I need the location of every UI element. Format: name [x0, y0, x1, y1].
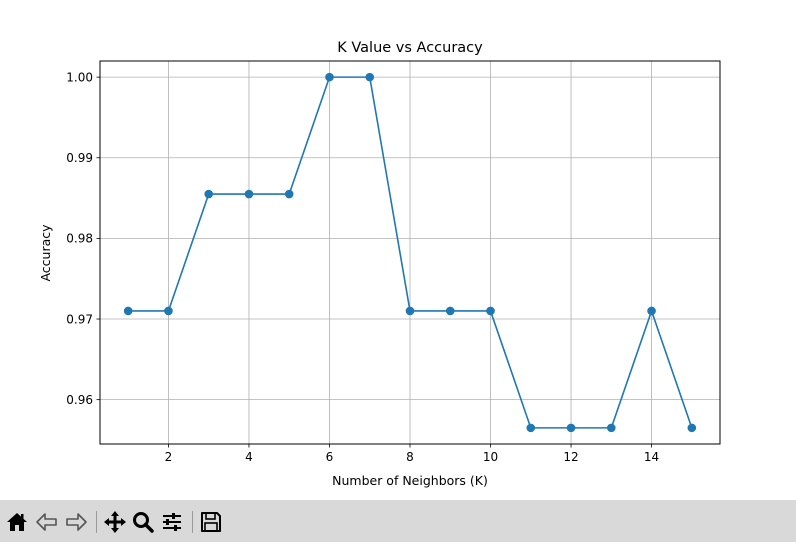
data-point [405, 306, 415, 316]
series-layer [123, 72, 697, 433]
y-tick-label: 0.96 [66, 393, 93, 407]
save-icon [201, 512, 221, 532]
back-button[interactable] [35, 510, 59, 534]
y-axis-label: Accuracy [38, 224, 53, 282]
data-point [566, 423, 576, 433]
toolbar-separator [192, 511, 193, 533]
zoom-icon [133, 512, 154, 533]
data-point [284, 189, 294, 199]
forward-button[interactable] [64, 510, 88, 534]
configure-subplots-icon [163, 513, 181, 531]
x-tick-label: 4 [245, 450, 253, 464]
data-point [445, 306, 455, 316]
x-tick-label: 2 [165, 450, 173, 464]
data-point [647, 306, 656, 316]
data-point [526, 423, 536, 433]
y-tick-label: 1.00 [66, 70, 93, 84]
pan-icon [104, 511, 126, 533]
configure-subplots-button[interactable] [160, 510, 184, 534]
figure: 2 4 6 8 10 12 14 0.96 0.97 0.98 0.99 1.00 K Value v… [38, 40, 721, 488]
x-axis-label: Number of Neighbors (K) [332, 473, 488, 488]
chart-title: K Value vs Accuracy [337, 40, 483, 56]
data-point [687, 423, 697, 433]
x-tick-label: 12 [563, 450, 578, 464]
navigation-toolbar [0, 500, 796, 542]
data-point [244, 189, 254, 199]
data-point [204, 189, 214, 199]
data-point [164, 306, 173, 316]
grid [100, 61, 720, 444]
data-point [123, 306, 133, 316]
data-point [486, 306, 495, 316]
toolbar-separator [96, 511, 97, 533]
y-tick-label: 0.97 [66, 312, 93, 326]
line-chart: 2 4 6 8 10 12 14 0.96 0.97 0.98 0.99 1.00 K Value v… [38, 40, 721, 488]
data-point [325, 72, 334, 82]
home-button[interactable] [5, 510, 29, 534]
ticks: 2 4 6 8 10 12 14 0.96 0.97 0.98 0.99 1.00 [66, 70, 659, 464]
zoom-button[interactable] [131, 510, 155, 534]
x-tick-label: 8 [406, 450, 414, 464]
pan-button[interactable] [103, 510, 127, 534]
back-icon [36, 513, 57, 531]
home-icon [7, 513, 27, 531]
y-tick-label: 0.99 [66, 151, 93, 165]
x-tick-label: 6 [326, 450, 334, 464]
data-point [606, 423, 616, 433]
data-point [365, 72, 375, 82]
y-tick-label: 0.98 [66, 232, 93, 246]
save-button[interactable] [199, 510, 223, 534]
x-tick-label: 14 [644, 450, 659, 464]
forward-icon [66, 513, 87, 531]
x-tick-label: 10 [483, 450, 498, 464]
